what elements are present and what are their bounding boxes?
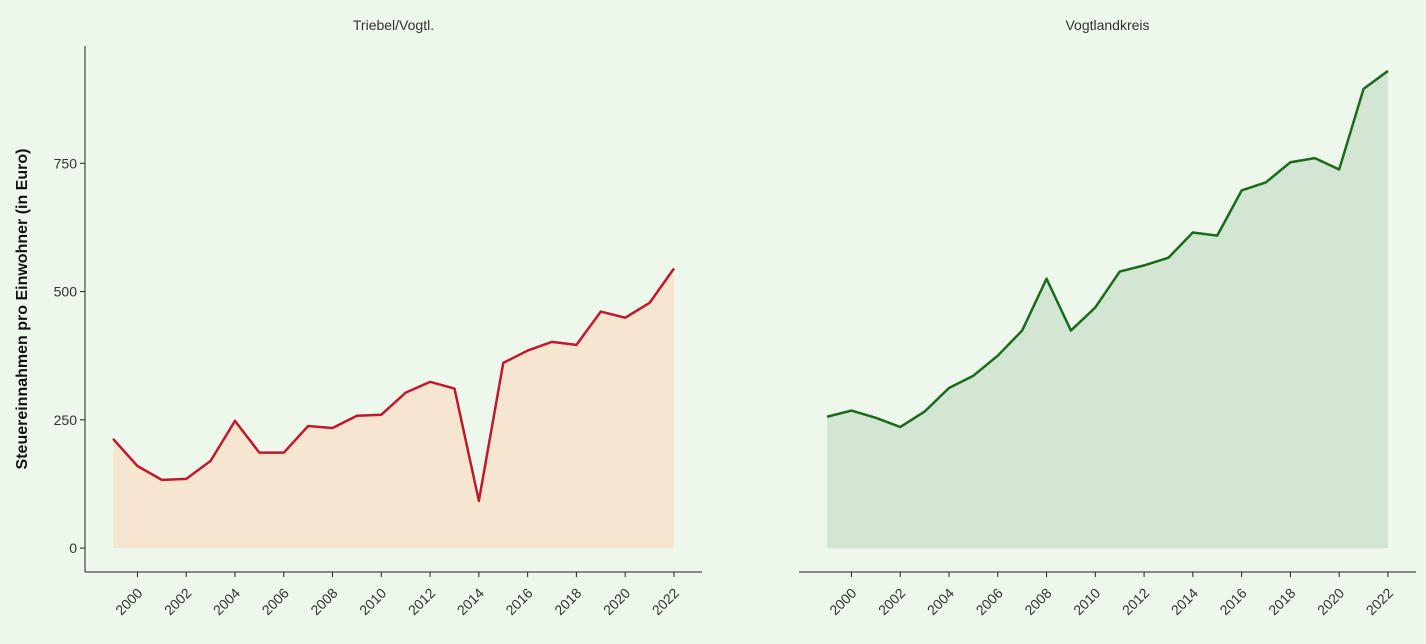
panel-title: Triebel/Vogtl. [353,17,434,33]
y-tick-label: 250 [54,412,78,428]
line [826,69,1389,429]
area-fill [827,70,1388,549]
area-fill [113,268,674,549]
y-tick-label: 500 [54,284,78,300]
panel-title: Vogtlandkreis [1065,17,1149,33]
y-tick-label: 750 [54,155,78,171]
y-tick-label: 0 [69,540,77,556]
y-axis-label: Steuereinnahmen pro Einwohner (in Euro) [14,149,31,470]
line [112,267,675,503]
